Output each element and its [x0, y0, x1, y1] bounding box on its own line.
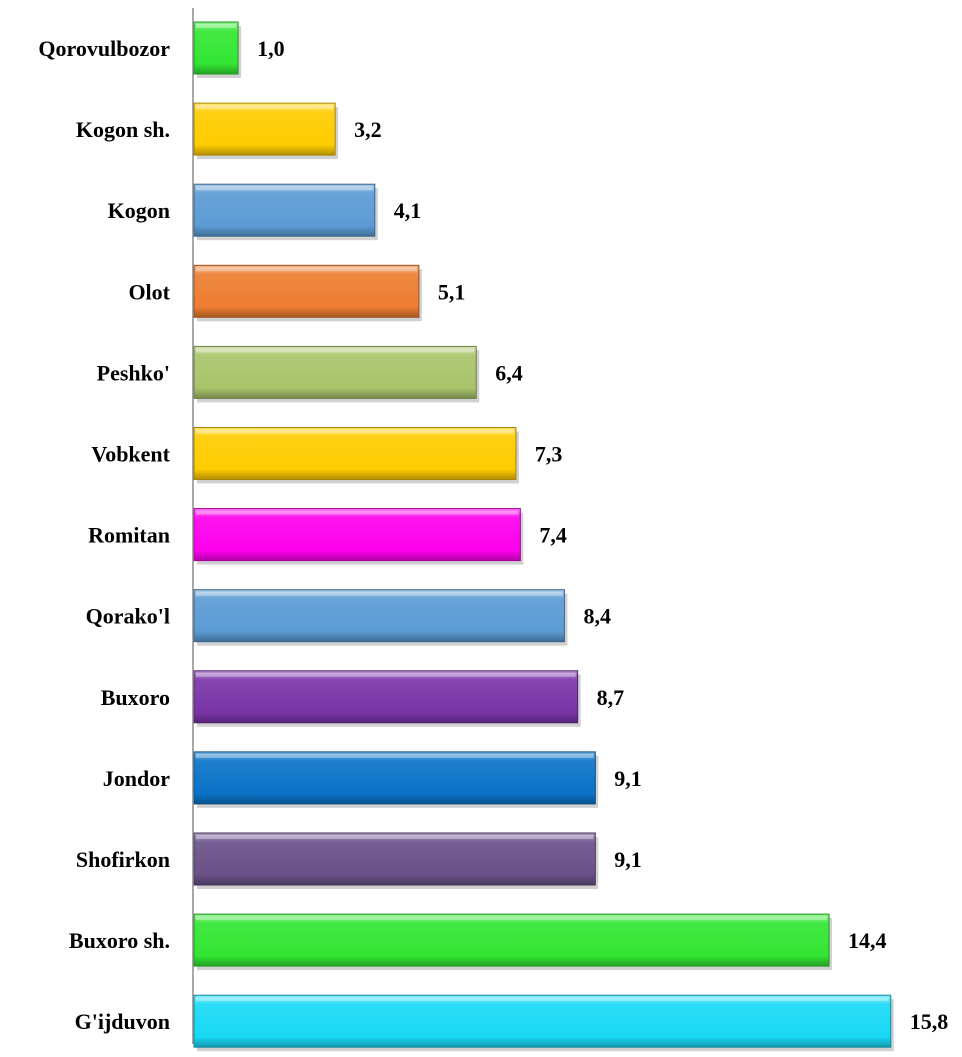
value-label: 6,4	[495, 360, 523, 385]
category-labels-layer: Qorovulbozor Kogon sh. Kogon Olot Peshko' Vob…	[38, 36, 170, 1034]
bar-rect	[193, 751, 596, 805]
bar-11	[193, 832, 599, 889]
bar-highlight	[196, 24, 237, 28]
value-labels-layer: 1,0 3,2 4,1 5,1 6,4 7,3 7,4 8,4 8,7 9,1 9,1 14,4 15,…	[257, 36, 948, 1034]
bar-rect	[193, 345, 477, 399]
value-label: 3,2	[354, 117, 382, 142]
category-label: Buxoro	[101, 685, 170, 710]
bar-5	[193, 345, 480, 403]
bar-highlight	[196, 916, 828, 921]
bar-13	[193, 994, 894, 1052]
category-label: Buxoro sh.	[69, 928, 170, 953]
bar-8	[193, 589, 568, 646]
value-label: 9,1	[614, 847, 642, 872]
bar-rect	[193, 508, 521, 562]
bar-7	[193, 508, 524, 565]
bar-1	[193, 21, 242, 78]
category-label: Jondor	[103, 766, 170, 791]
bar-highlight	[196, 753, 594, 758]
value-label: 8,4	[583, 604, 611, 629]
category-label: Shofirkon	[76, 847, 170, 872]
category-label: Kogon	[108, 198, 170, 223]
bar-rect	[193, 102, 336, 156]
category-label: Olot	[128, 279, 170, 304]
bar-highlight	[196, 105, 334, 110]
category-label: G'ijduvon	[75, 1009, 170, 1034]
category-label: Romitan	[88, 523, 170, 548]
bar-10	[193, 751, 599, 808]
value-label: 15,8	[910, 1009, 949, 1034]
bar-highlight	[196, 997, 889, 1002]
category-label: Peshko'	[97, 360, 170, 385]
bar-highlight	[196, 267, 417, 272]
value-label: 7,3	[535, 442, 563, 467]
bar-highlight	[196, 672, 576, 677]
bar-rect	[193, 832, 596, 886]
category-label: Qorako'l	[86, 604, 170, 629]
bar-3	[193, 183, 378, 241]
value-label: 8,7	[597, 685, 625, 710]
value-label: 7,4	[539, 523, 567, 548]
bar-12	[193, 913, 833, 971]
value-label: 9,1	[614, 766, 642, 791]
bar-rect	[193, 589, 565, 643]
bar-highlight	[196, 510, 519, 515]
bar-highlight	[196, 348, 475, 353]
bar-9	[193, 670, 581, 727]
bar-2	[193, 102, 339, 160]
bar-rect	[193, 913, 830, 967]
category-label: Kogon sh.	[76, 117, 170, 142]
bar-highlight	[196, 429, 514, 434]
value-label: 1,0	[257, 36, 285, 61]
bar-highlight	[196, 591, 563, 596]
bar-rect	[193, 994, 892, 1048]
bars-layer	[193, 21, 894, 1052]
value-label: 5,1	[438, 279, 466, 304]
bar-rect	[193, 21, 239, 75]
bar-highlight	[196, 186, 373, 191]
category-label: Qorovulbozor	[38, 36, 170, 61]
value-label: 4,1	[394, 198, 422, 223]
bar-highlight	[196, 835, 594, 839]
bar-6	[193, 427, 519, 484]
category-label: Vobkent	[91, 442, 170, 467]
bar-rect	[193, 264, 420, 318]
bar-rect	[193, 427, 517, 480]
bar-rect	[193, 183, 376, 237]
value-label: 14,4	[848, 928, 887, 953]
bar-4	[193, 264, 422, 322]
bar-rect	[193, 670, 579, 724]
